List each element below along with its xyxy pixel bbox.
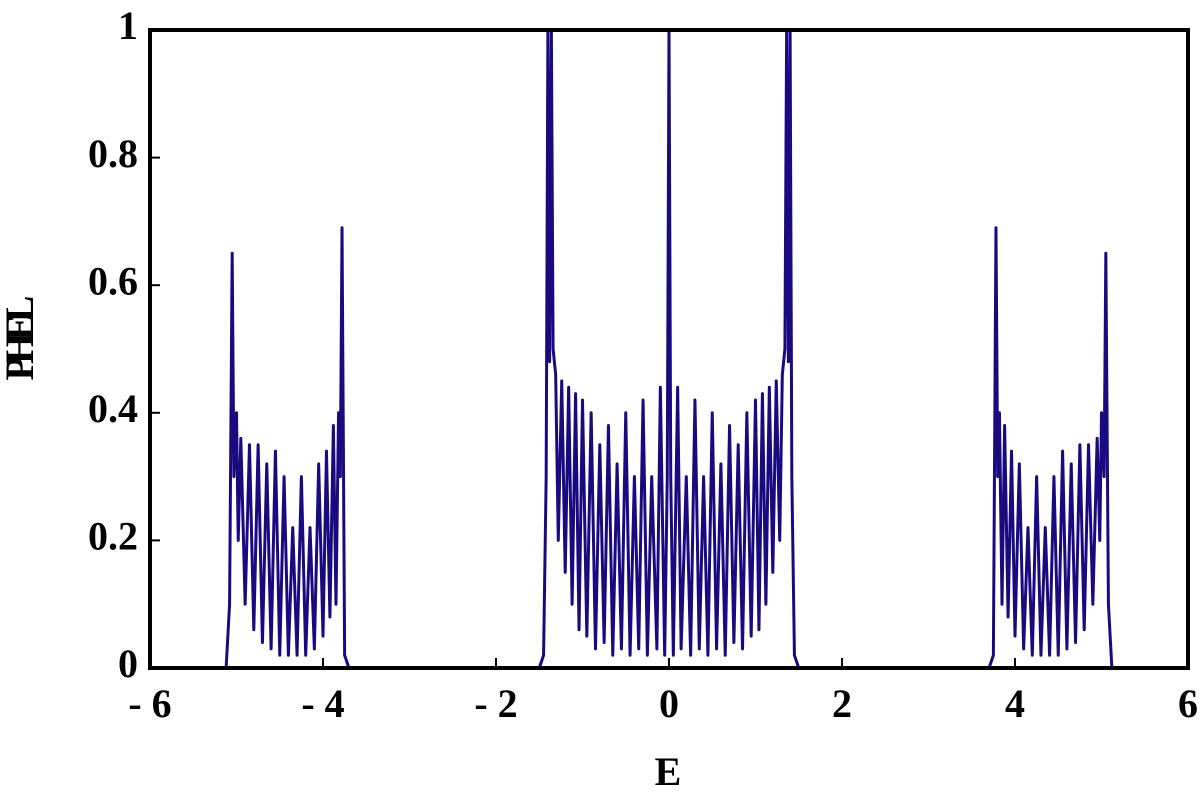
y-tick-label: 0: [118, 641, 138, 686]
x-tick-label: - 2: [474, 681, 517, 726]
data-line: [150, 30, 1188, 668]
y-tick-label: 1: [118, 3, 138, 48]
plot-frame: [148, 28, 1190, 670]
y-tick-label: 0.6: [88, 258, 138, 303]
y-tick-label: 0.2: [88, 514, 138, 559]
x-tick-label: - 4: [301, 681, 344, 726]
x-tick-label: 4: [1005, 681, 1025, 726]
x-tick-label: - 6: [128, 681, 171, 726]
x-axis-label: E: [655, 749, 682, 794]
y-tick-label: 0.8: [88, 131, 138, 176]
x-tick-label: 6: [1178, 681, 1198, 726]
x-tick-label: 0: [659, 681, 679, 726]
y-tick-label: 0.4: [88, 386, 138, 431]
x-tick-label: 2: [832, 681, 852, 726]
y-axis-label: PHEL: [0, 297, 42, 380]
